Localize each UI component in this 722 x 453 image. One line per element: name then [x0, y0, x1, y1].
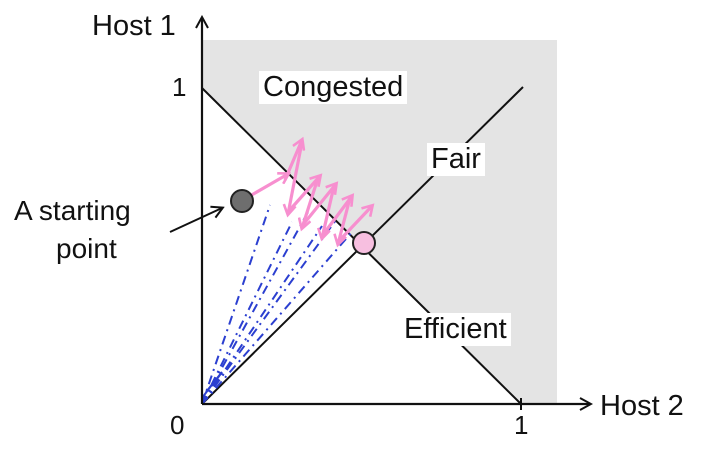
- decrease-path: [201, 221, 293, 405]
- annotation-line-1: A starting: [14, 195, 131, 226]
- x-tick-label: 1: [514, 410, 529, 440]
- pink-arrow: [283, 140, 302, 181]
- pink-arrow: [286, 176, 320, 214]
- decrease-path: [201, 219, 337, 405]
- origin-label: 0: [170, 410, 185, 440]
- x-axis-label: Host 2: [600, 390, 684, 422]
- pink-arrow: [338, 197, 352, 244]
- decrease-paths: [201, 204, 353, 405]
- fair-point-marker: [352, 231, 376, 255]
- starting-point-marker: [230, 189, 254, 213]
- fair-label: Fair: [427, 143, 485, 176]
- pink-arrow: [322, 185, 336, 238]
- origin-zigzag: [201, 371, 223, 399]
- decrease-path: [201, 204, 271, 405]
- pink-arrow: [288, 141, 304, 214]
- increase-arrows: [242, 140, 372, 244]
- decrease-path: [201, 225, 323, 405]
- decrease-path: [201, 231, 353, 405]
- starting-point-annotation: A starting point: [14, 192, 160, 268]
- annotation-arrow: [169, 208, 222, 233]
- pink-arrow: [302, 177, 320, 228]
- efficient-label: Efficient: [400, 313, 511, 346]
- annotation-line-2: point: [56, 233, 117, 264]
- pink-arrow: [320, 196, 352, 237]
- congested-label: Congested: [259, 71, 408, 104]
- decrease-path: [201, 211, 309, 405]
- pink-arrow: [300, 184, 336, 228]
- y-tick-label: 1: [172, 72, 187, 102]
- y-axis-label: Host 1: [92, 10, 176, 42]
- pink-arrow: [336, 206, 372, 244]
